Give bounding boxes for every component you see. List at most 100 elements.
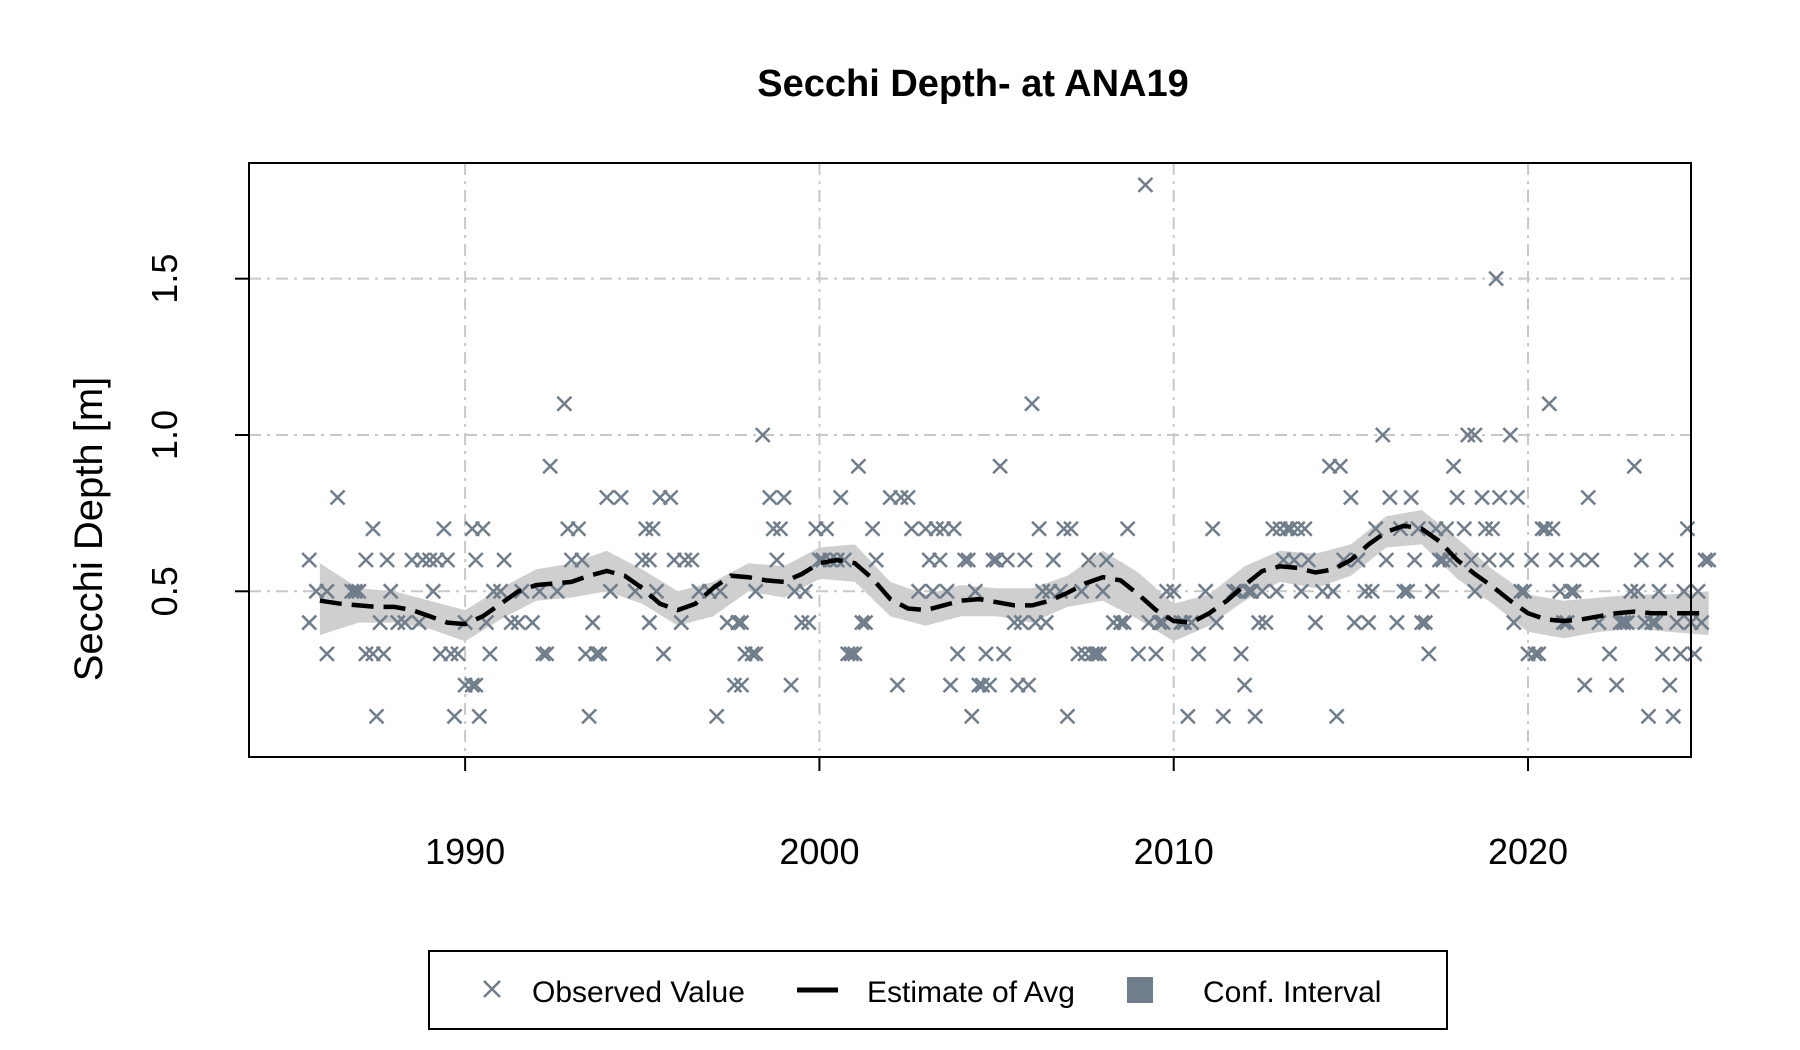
observed-point <box>1527 645 1543 662</box>
observed-point <box>1505 614 1522 631</box>
observed-point <box>464 677 481 693</box>
observed-point <box>1024 395 1040 412</box>
observed-point <box>772 520 789 537</box>
observed-point <box>581 708 598 725</box>
observed-point <box>641 552 658 568</box>
observed-point <box>397 614 413 631</box>
observed-point <box>1236 677 1253 693</box>
observed-point <box>1094 583 1111 600</box>
observed-point <box>1293 583 1310 600</box>
observed-point <box>1502 427 1519 443</box>
legend-estimate-label: Estimate of Avg <box>867 976 1075 1009</box>
observed-point <box>733 614 750 631</box>
observed-point <box>1615 614 1632 631</box>
observed-point <box>1438 520 1455 537</box>
observed-point <box>832 489 849 506</box>
observed-point <box>1208 614 1225 631</box>
observed-point <box>1569 552 1586 568</box>
observed-point <box>329 489 346 506</box>
observed-point <box>683 552 700 568</box>
observed-point <box>1541 395 1558 412</box>
observed-point <box>1523 552 1540 568</box>
observed-point <box>992 458 1009 475</box>
observed-point <box>1481 552 1497 568</box>
observed-point <box>850 458 867 475</box>
observed-point <box>375 645 392 662</box>
observed-point <box>900 489 916 506</box>
observed-point <box>542 458 559 475</box>
observed-point <box>1056 520 1072 537</box>
observed-point <box>602 583 619 600</box>
conf-interval-band <box>319 510 1709 642</box>
observed-point <box>467 552 484 568</box>
observed-point <box>556 395 573 412</box>
observed-point <box>815 552 831 568</box>
y-tick-label: 1.5 <box>144 254 185 304</box>
observed-point <box>747 583 764 600</box>
observed-point <box>301 552 318 568</box>
observed-point <box>1332 458 1349 475</box>
observed-point <box>910 583 927 600</box>
observed-point <box>1619 614 1636 631</box>
observed-point <box>995 645 1012 662</box>
observed-point <box>1073 583 1090 600</box>
observed-point <box>1045 552 1062 568</box>
observed-point <box>960 552 977 568</box>
observed-point <box>1420 645 1437 662</box>
observed-point <box>1342 489 1359 506</box>
observed-point <box>783 677 799 693</box>
observed-point <box>1204 520 1221 537</box>
observed-point <box>1644 614 1660 631</box>
observed-point <box>1364 583 1381 600</box>
observed-point <box>1562 583 1579 600</box>
observed-point <box>1516 583 1533 600</box>
observed-point <box>510 614 527 631</box>
x-tick-label: 2020 <box>1488 831 1568 872</box>
observed-point <box>1289 520 1306 537</box>
observed-point <box>1346 614 1363 631</box>
observed-point <box>1374 427 1391 443</box>
observed-point <box>549 583 566 600</box>
observed-point <box>857 614 874 631</box>
observed-point <box>864 520 881 537</box>
observed-point <box>584 614 601 631</box>
observed-point <box>1406 552 1423 568</box>
observed-point <box>1240 583 1257 600</box>
observed-point <box>358 552 374 568</box>
observed-point <box>474 520 491 537</box>
observed-point <box>1034 583 1051 600</box>
observed-point <box>1233 645 1249 662</box>
observed-point <box>1300 552 1317 568</box>
observed-point <box>1693 614 1710 631</box>
x-tick-label: 1990 <box>425 831 505 872</box>
observed-point <box>939 583 955 600</box>
observed-point <box>1006 614 1023 631</box>
observed-point <box>1059 708 1076 725</box>
legend-observed-symbol <box>483 980 501 998</box>
observed-point <box>1484 520 1501 537</box>
observed-point <box>1608 677 1625 693</box>
observed-point <box>793 614 810 631</box>
observed-point <box>358 645 374 662</box>
observed-point <box>1456 520 1473 537</box>
observed-point <box>1601 645 1618 662</box>
observed-point <box>893 489 909 506</box>
observed-point <box>319 645 335 662</box>
legend-ci-symbol <box>1127 977 1153 1003</box>
observed-point <box>496 552 512 568</box>
observed-point <box>446 708 463 725</box>
observed-point <box>1509 489 1526 506</box>
observed-point <box>1477 520 1494 537</box>
y-tick-label: 0.5 <box>144 566 185 616</box>
observed-point <box>1282 520 1299 537</box>
observed-point <box>1257 614 1274 631</box>
observed-point <box>1435 552 1451 568</box>
observed-point <box>1151 614 1168 631</box>
legend: Observed Value Estimate of Avg Conf. Int… <box>428 950 1448 1030</box>
observed-point <box>1148 645 1164 662</box>
x-tick-label: 2010 <box>1134 831 1214 872</box>
observed-point <box>967 583 984 600</box>
observed-point <box>379 552 396 568</box>
observed-point <box>1084 645 1101 662</box>
